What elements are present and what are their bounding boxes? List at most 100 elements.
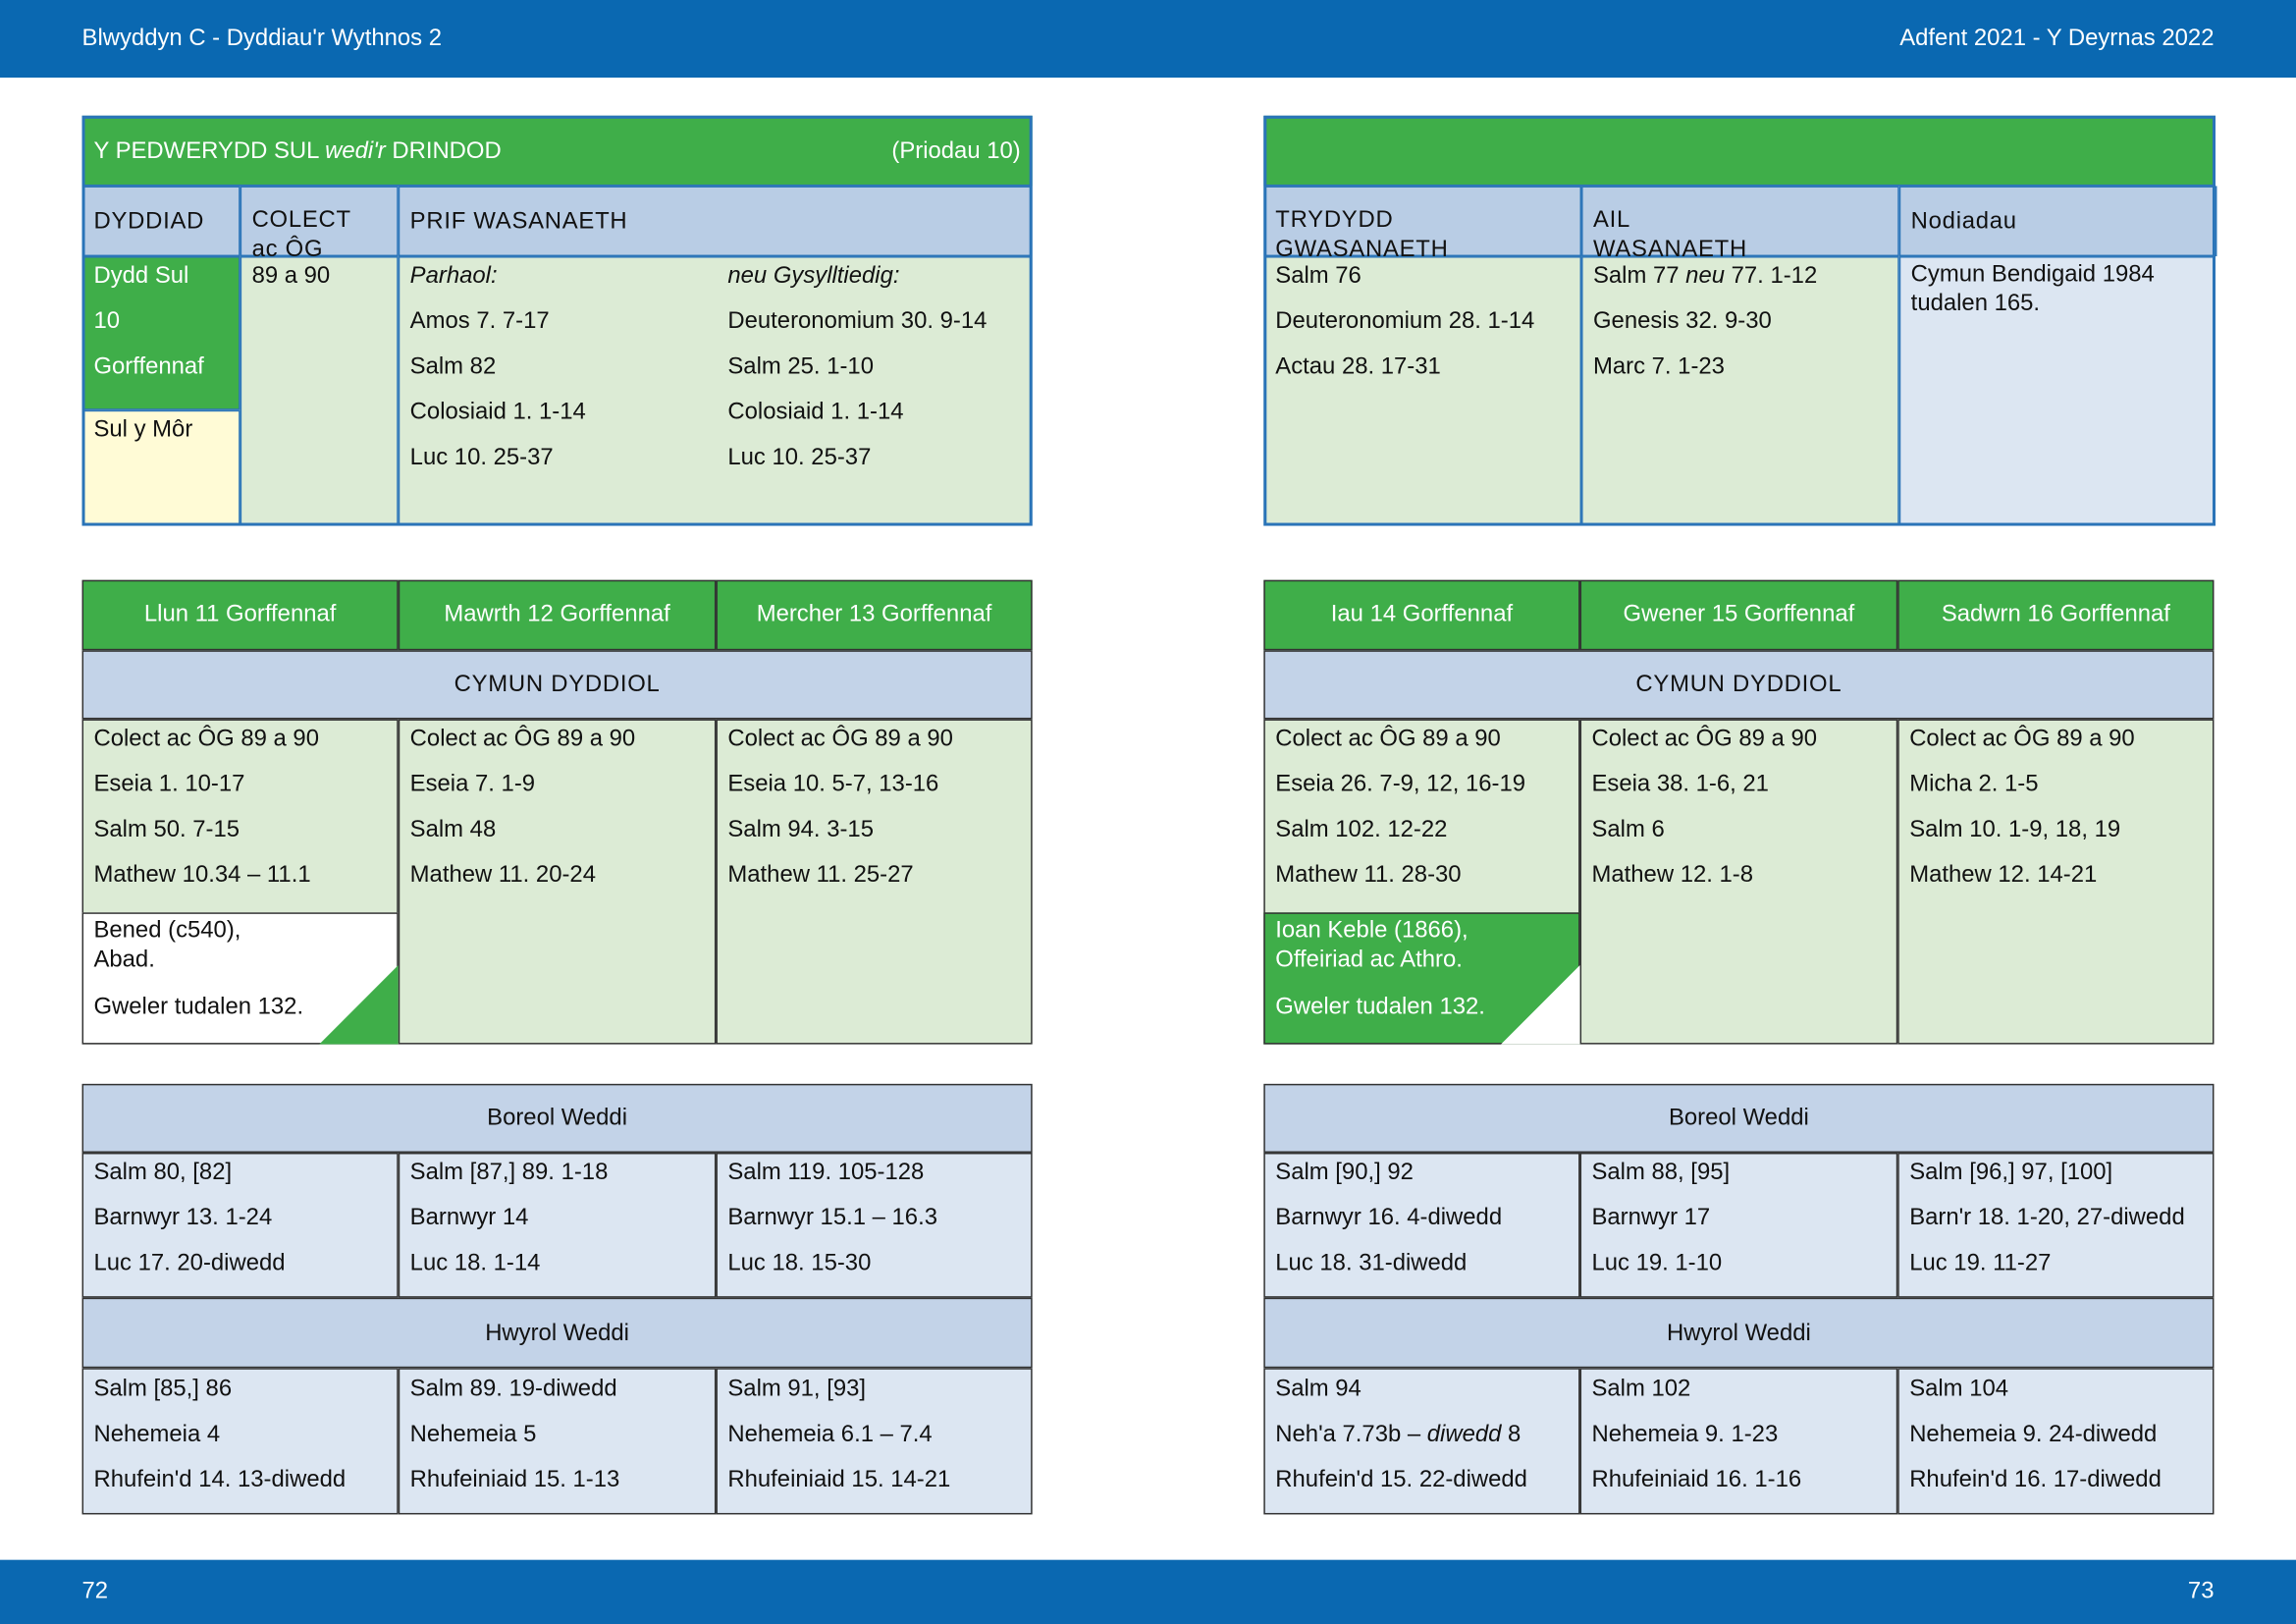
reading: Salm 119. 105-128 bbox=[727, 1160, 925, 1185]
reading: Salm 89. 19-diwedd bbox=[409, 1377, 617, 1402]
reading: Actau 28. 17-31 bbox=[1275, 353, 1441, 380]
reading: Luc 18. 1-14 bbox=[409, 1250, 541, 1276]
text-run: 77. 1-12 bbox=[1725, 263, 1818, 289]
section-label: CYMUN DYDDIOL bbox=[1635, 672, 1842, 698]
cell bbox=[398, 719, 717, 1045]
reading: Barnwyr 13. 1-24 bbox=[93, 1205, 273, 1231]
reading: Barnwyr 16. 4-diwedd bbox=[1275, 1205, 1503, 1231]
reading: Nehemeia 9. 1-23 bbox=[1591, 1422, 1779, 1447]
reading: Nehemeia 9. 24-diwedd bbox=[1909, 1422, 2158, 1447]
reading: Rhufein'd 15. 22-diwedd bbox=[1275, 1467, 1527, 1493]
cell bbox=[398, 1152, 717, 1298]
reading: Mathew 12. 1-8 bbox=[1591, 862, 1753, 888]
cell bbox=[716, 1368, 1033, 1515]
section-row bbox=[81, 1083, 1033, 1153]
column-header: COLECT bbox=[251, 207, 351, 234]
reading: Luc 19. 11-27 bbox=[1909, 1250, 2052, 1276]
day: Mawrth 12 Gorffennaf bbox=[444, 602, 670, 627]
cell bbox=[716, 719, 1033, 1045]
reading: Mathew 11. 20-24 bbox=[409, 862, 596, 888]
reading: Salm 91, [93] bbox=[727, 1377, 867, 1402]
text-run: Y PEDWERYDD SUL bbox=[93, 138, 326, 165]
reading: Salm 88, [95] bbox=[1591, 1160, 1731, 1185]
reading: Luc 19. 1-10 bbox=[1591, 1250, 1723, 1276]
day: Mercher 13 Gorffennaf bbox=[756, 602, 992, 627]
commemoration-name: Bened (c540), bbox=[93, 918, 241, 944]
reading: Rhufein'd 16. 17-diwedd bbox=[1909, 1467, 2162, 1493]
reading: Salm [87,] 89. 1-18 bbox=[409, 1160, 609, 1185]
reading: Salm 77 neu 77. 1-12 bbox=[1593, 253, 1817, 298]
cell bbox=[398, 1368, 717, 1515]
reading: Salm [85,] 86 bbox=[93, 1377, 233, 1402]
reading: Eseia 7. 1-9 bbox=[409, 772, 536, 797]
section-row bbox=[1263, 1297, 2215, 1369]
day: Llun 11 Gorffennaf bbox=[143, 602, 337, 627]
reading: Salm 10. 1-9, 18, 19 bbox=[1909, 817, 2121, 842]
commemoration-see: Gweler tudalen 132. bbox=[1275, 994, 1485, 1020]
reading: Luc 10. 25-37 bbox=[727, 445, 872, 470]
page-number: 72 bbox=[81, 1579, 109, 1604]
section-row bbox=[81, 1297, 1033, 1369]
reading: Mathew 11. 25-27 bbox=[727, 862, 914, 888]
text-run: wedi'r bbox=[325, 138, 386, 165]
day-header bbox=[716, 579, 1033, 651]
reading: Nehemeia 6.1 – 7.4 bbox=[727, 1422, 933, 1447]
cell bbox=[1897, 1368, 2215, 1515]
reading: Micha 2. 1-5 bbox=[1909, 772, 2039, 797]
cell bbox=[1579, 1152, 1898, 1298]
reading: Rhufein'd 14. 13-diwedd bbox=[93, 1467, 347, 1493]
reading: Eseia 26. 7-9, 12, 16-19 bbox=[1275, 772, 1526, 797]
reading: Eseia 10. 5-7, 13-16 bbox=[727, 772, 939, 797]
header-bar bbox=[0, 0, 2296, 79]
sunday-ref: (Priodau 10) bbox=[891, 138, 1021, 165]
reading: Salm 48 bbox=[409, 817, 497, 842]
column-header: DYDDIAD bbox=[93, 208, 205, 234]
reading: Salm 25. 1-10 bbox=[727, 353, 874, 380]
reading: Luc 10. 25-37 bbox=[409, 445, 554, 470]
reading: Salm 82 bbox=[409, 353, 497, 380]
header-right: Adfent 2021 - Y Deyrnas 2022 bbox=[1899, 26, 2215, 52]
cell bbox=[716, 1152, 1033, 1298]
day-header bbox=[1897, 579, 2215, 651]
cell bbox=[81, 1152, 399, 1298]
cell bbox=[1897, 1152, 2215, 1298]
section-row bbox=[81, 650, 1033, 720]
reading: Rhufeiniaid 15. 1-13 bbox=[409, 1467, 620, 1493]
reading: Colect ac ÔG 89 a 90 bbox=[1275, 726, 1501, 752]
reading: Colosiaid 1. 1-14 bbox=[727, 400, 904, 425]
column-header: PRIF WASANAETH bbox=[409, 208, 628, 234]
column-header: Nodiadau bbox=[1910, 208, 2017, 234]
corner bbox=[319, 965, 399, 1045]
commemoration bbox=[1263, 912, 1580, 1045]
cell bbox=[1579, 719, 1898, 1045]
reading: Luc 17. 20-diwedd bbox=[93, 1250, 286, 1276]
date: Dydd Sul bbox=[93, 263, 189, 289]
reading: Eseia 38. 1-6, 21 bbox=[1591, 772, 1769, 797]
reading: Salm 102 bbox=[1591, 1377, 1691, 1402]
section-row bbox=[1263, 1083, 2215, 1153]
date: 10 bbox=[93, 308, 121, 335]
section-label: CYMUN DYDDIOL bbox=[454, 672, 661, 698]
text-run: Neh'a 7.73b – bbox=[1275, 1422, 1427, 1447]
reading: Salm 80, [82] bbox=[93, 1160, 233, 1185]
reading: Salm [90,] 92 bbox=[1275, 1160, 1414, 1185]
reading: Salm 50. 7-15 bbox=[93, 817, 240, 842]
text-run: DRINDOD bbox=[385, 138, 502, 165]
reading: Salm 6 bbox=[1591, 817, 1665, 842]
title-row bbox=[1263, 115, 2216, 187]
reading: Luc 18. 15-30 bbox=[727, 1250, 872, 1276]
cell bbox=[398, 256, 1033, 526]
date: Gorffennaf bbox=[93, 353, 204, 380]
notes-cell bbox=[1898, 256, 2216, 526]
footer-bar bbox=[0, 1559, 2296, 1624]
section-label: Hwyrol Weddi bbox=[1667, 1321, 1811, 1346]
reading: Colosiaid 1. 1-14 bbox=[409, 400, 586, 425]
header-cell bbox=[1581, 186, 1899, 257]
reading: Colect ac ÔG 89 a 90 bbox=[1909, 726, 2135, 752]
table-frame bbox=[81, 115, 1033, 526]
reading: Mathew 10.34 – 11.1 bbox=[93, 862, 311, 888]
cell bbox=[1579, 1368, 1898, 1515]
notes: Cymun Bendigaid 1984 tudalen 165. bbox=[1910, 262, 2155, 317]
reading: Barnwyr 17 bbox=[1591, 1205, 1711, 1231]
